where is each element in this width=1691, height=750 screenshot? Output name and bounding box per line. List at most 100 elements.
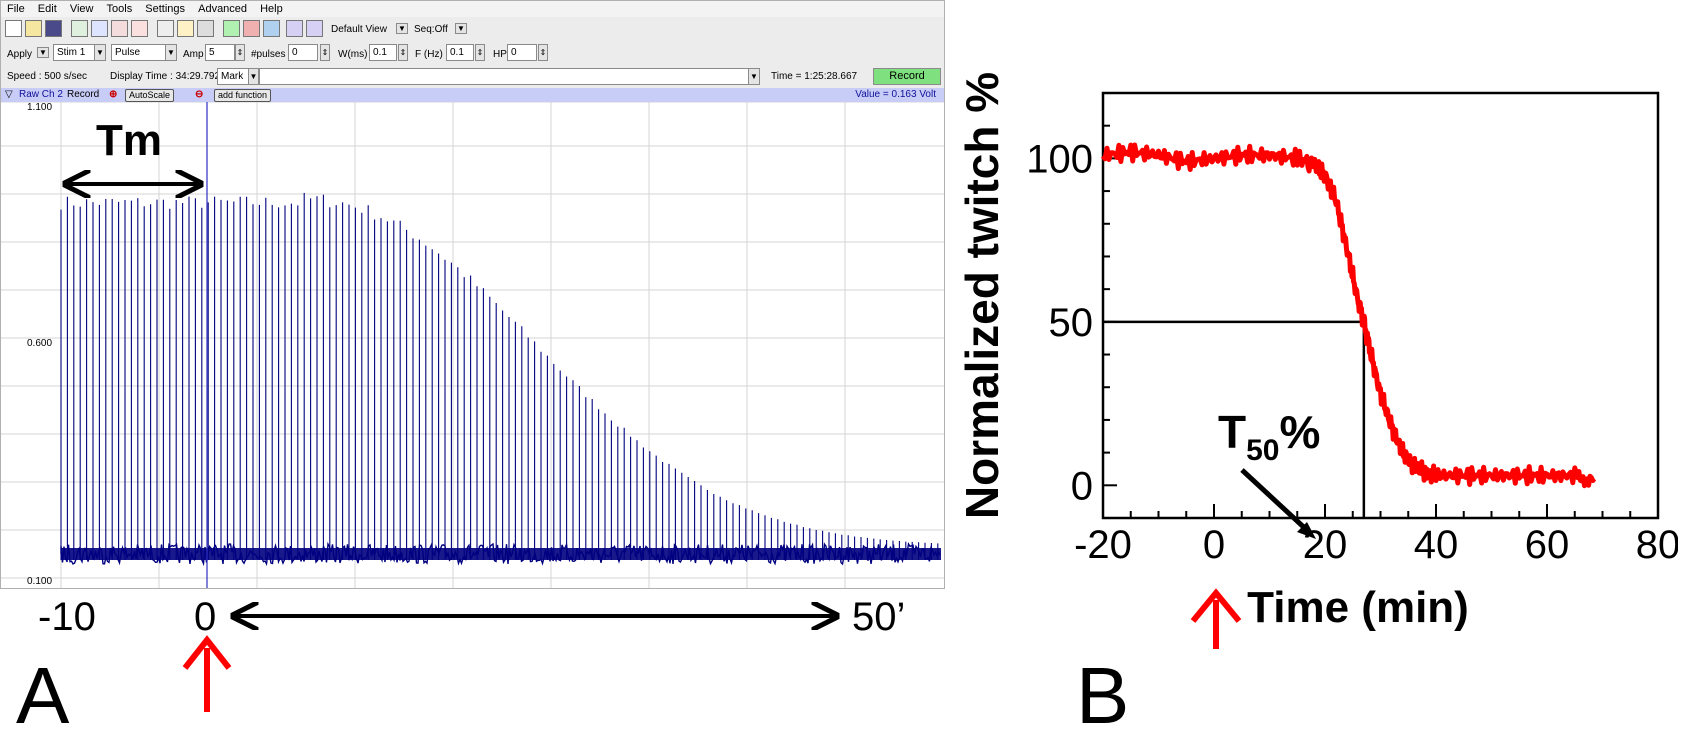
menu-file[interactable]: File xyxy=(7,3,25,15)
add-function-button[interactable]: add function xyxy=(214,89,272,102)
seq-select[interactable]: Seq:Off xyxy=(414,24,448,35)
tm-label: Tm xyxy=(96,116,162,165)
seq-select-arrow[interactable]: ▼ xyxy=(455,23,467,34)
twitch-trace xyxy=(60,192,941,567)
trace-grid xyxy=(1,101,944,588)
amp-label: Amp xyxy=(183,49,204,60)
y-tick-label: 0 xyxy=(1071,464,1093,508)
pulses-input[interactable]: 0 xyxy=(288,44,318,61)
zoom-in-icon[interactable]: ⊕ xyxy=(109,89,118,100)
mark-button[interactable]: Mark xyxy=(217,68,251,85)
menu-tools[interactable]: Tools xyxy=(106,3,133,15)
drug-arrow-b-head xyxy=(1190,588,1242,623)
t50-subscript: 50 xyxy=(1246,434,1279,467)
pulses-stepper[interactable]: ⇕ xyxy=(320,44,330,61)
menu-help[interactable]: Help xyxy=(260,3,283,15)
trace-plot[interactable]: 1.100 0.600 0.100 xyxy=(1,101,944,588)
menu-view[interactable]: View xyxy=(69,3,94,15)
x-label-minus10: -10 xyxy=(38,595,96,639)
hp-label: HP xyxy=(493,49,507,60)
menu-settings[interactable]: Settings xyxy=(145,3,186,15)
stim-bar: Apply ▼ Stim 1 ▼ Pulse ▼ Amp 5 ⇕ #pulses… xyxy=(1,42,944,64)
y-tick-label: 50 xyxy=(1049,301,1094,345)
speed-readout: Speed : 500 s/sec xyxy=(7,71,88,82)
mark-arrow[interactable]: ▼ xyxy=(248,68,259,85)
fhz-stepper[interactable]: ⇕ xyxy=(475,44,485,61)
baseline-band xyxy=(61,548,941,560)
wms-input[interactable]: 0.1 xyxy=(369,44,397,61)
x-tick-label: 0 xyxy=(1203,523,1225,567)
fhz-input[interactable]: 0.1 xyxy=(446,44,474,61)
hp-input[interactable]: 0 xyxy=(507,44,537,61)
menu-edit[interactable]: Edit xyxy=(37,3,57,15)
wms-label: W(ms) xyxy=(338,49,368,60)
menu-bar: File Edit View Tools Settings Advanced H… xyxy=(1,1,944,17)
y-tick-mid: 0.600 xyxy=(27,338,52,349)
x-label-zero: 0 xyxy=(194,595,217,639)
twitch-spikes xyxy=(60,192,939,560)
x-tick-label: 80 xyxy=(1636,523,1678,567)
record-button[interactable]: Record xyxy=(873,68,941,85)
new-file-icon[interactable] xyxy=(5,20,22,37)
t50-guides xyxy=(1103,320,1366,518)
target-icon[interactable] xyxy=(243,20,260,37)
stim-select[interactable]: Stim 1 xyxy=(53,44,95,61)
autoscale-button[interactable]: AutoScale xyxy=(125,89,175,102)
pulse-icon[interactable] xyxy=(197,20,214,37)
time-readout: Time = 1:25:28.667 xyxy=(771,71,858,82)
amp-stepper[interactable]: ⇕ xyxy=(235,44,245,61)
cross-alt-icon[interactable] xyxy=(306,20,323,37)
save-icon[interactable] xyxy=(45,20,62,37)
pulses-label: #pulses xyxy=(251,49,286,60)
record-label: Record xyxy=(67,89,100,100)
panel-a-label: A xyxy=(16,651,70,740)
edit-icon[interactable] xyxy=(177,20,194,37)
view-select[interactable]: Default View xyxy=(331,24,387,35)
chart-icon[interactable] xyxy=(71,20,88,37)
view-select-arrow[interactable]: ▼ xyxy=(396,23,408,34)
panel-b-label: B xyxy=(1076,651,1130,740)
channel-bar: ▽ Raw Ch 2 Record ⊕ AutoScale ⊖ add func… xyxy=(1,88,944,102)
mark-comment-input[interactable] xyxy=(259,68,749,85)
twitch-series-line xyxy=(1100,142,1597,489)
mark-comment-arrow[interactable]: ▼ xyxy=(748,68,760,85)
y-tick-top: 1.100 xyxy=(27,102,52,113)
x-tick-label: 60 xyxy=(1525,523,1570,567)
stim-select-arrow[interactable]: ▼ xyxy=(94,44,106,61)
toolbar: Default View ▼ Seq:Off ▼ xyxy=(1,18,944,40)
x-axis-label: Time (min) xyxy=(1247,583,1469,632)
menu-advanced[interactable]: Advanced xyxy=(198,3,248,15)
hp-stepper[interactable]: ⇕ xyxy=(538,44,548,61)
y-axis-label: Normalized twitch % xyxy=(958,72,1008,519)
software-window: File Edit View Tools Settings Advanced H… xyxy=(0,0,945,589)
x-tick-label: 40 xyxy=(1414,523,1459,567)
zoom-out-icon[interactable]: ⊖ xyxy=(195,89,204,100)
x-tick-label: -20 xyxy=(1074,523,1132,567)
mode-select-arrow[interactable]: ▼ xyxy=(165,44,177,61)
axis-ticks xyxy=(1102,124,1659,518)
apply-arrow[interactable]: ▼ xyxy=(37,47,49,58)
t50-pointer-head xyxy=(1297,522,1316,539)
fhz-label: F (Hz) xyxy=(415,49,443,60)
t50-percent: % xyxy=(1279,406,1320,458)
collapse-channel-icon[interactable]: ▽ xyxy=(5,89,13,100)
channel-name: Raw Ch 2 xyxy=(19,89,63,100)
list-icon[interactable] xyxy=(157,20,174,37)
y-tick-label: 100 xyxy=(1026,137,1093,181)
apply-label[interactable]: Apply xyxy=(7,49,33,60)
histogram-icon[interactable] xyxy=(131,20,148,37)
t50-label: T50% xyxy=(1218,406,1320,467)
scatter-x-icon[interactable] xyxy=(111,20,128,37)
scatter-icon[interactable] xyxy=(91,20,108,37)
mode-select[interactable]: Pulse xyxy=(111,44,166,61)
y-tick-bottom: 0.100 xyxy=(27,576,52,587)
open-folder-icon[interactable] xyxy=(25,20,42,37)
cross-icon[interactable] xyxy=(286,20,303,37)
wms-stepper[interactable]: ⇕ xyxy=(398,44,408,61)
t50-letter: T xyxy=(1218,406,1246,458)
peak-icon[interactable] xyxy=(223,20,240,37)
amp-input[interactable]: 5 xyxy=(205,44,235,61)
area-icon[interactable] xyxy=(263,20,280,37)
t50-pointer-arrow xyxy=(1240,468,1311,534)
